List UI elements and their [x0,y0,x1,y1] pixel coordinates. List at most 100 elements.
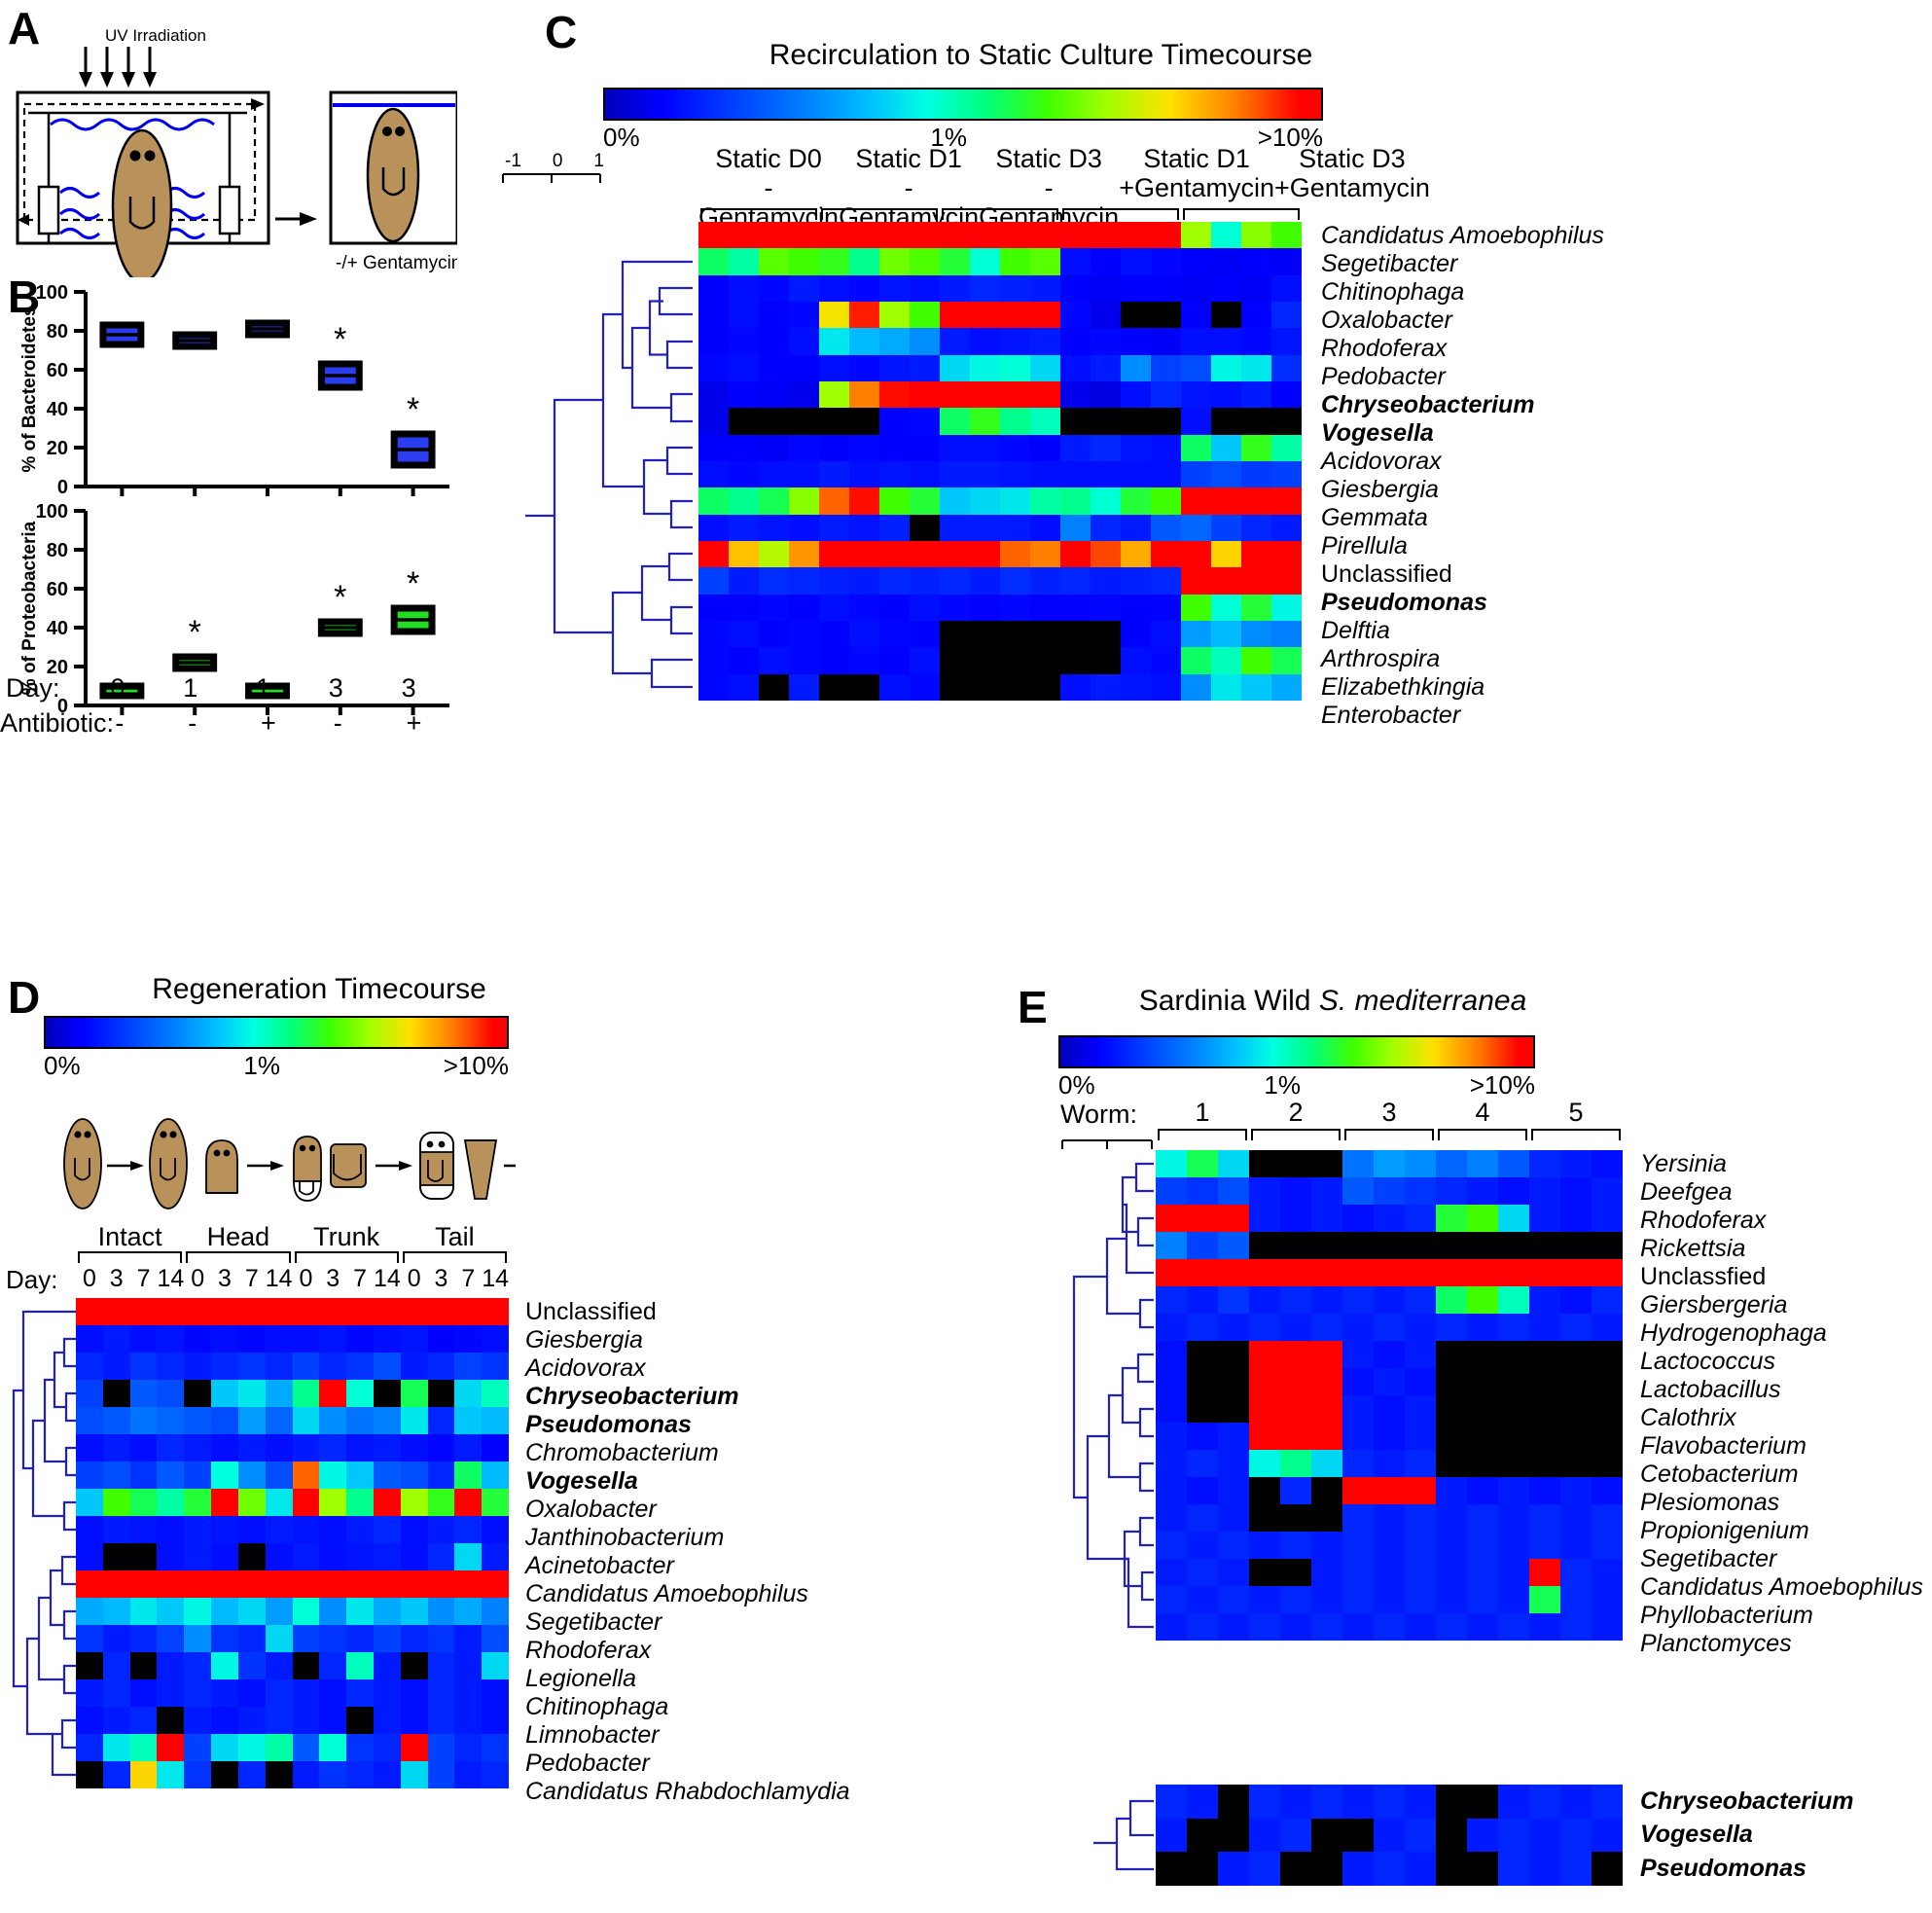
heatmap-cell [102,1707,130,1734]
heatmap-cell [1592,1504,1623,1532]
heatmap-cell [129,1325,158,1353]
heatmap-cell [1000,408,1030,435]
heatmap-cell [1374,1586,1405,1613]
heatmap-cell [1241,248,1271,275]
heatmap-cell [1181,621,1211,648]
heatmap-cell [292,1489,320,1516]
heatmap-cell [1181,302,1211,329]
heatmap-cell [1405,1150,1436,1177]
heatmap-cell [373,1734,401,1761]
heatmap-cell [789,673,819,701]
heatmap-cell [1151,434,1181,461]
heatmap-cell [1280,1205,1311,1232]
heatmap-cell [1091,567,1121,595]
heatmap-cell [1498,1341,1529,1368]
heatmap-cell [1342,1785,1374,1819]
heatmap-cell [102,1325,130,1353]
heatmap-cell [1271,381,1302,409]
heatmap-cell [1405,1559,1436,1586]
heatmap-cell [940,514,970,541]
heatmap-cell [265,1434,293,1462]
column-group-label: Static D3 +Gentamycin [1274,144,1430,203]
heatmap-cell [1091,302,1121,329]
heatmap-cell [729,408,759,435]
heatmap-cell [482,1353,509,1380]
heatmap-cell [1280,1586,1311,1613]
heatmap-cell [729,328,759,355]
heatmap-cell [1030,541,1060,568]
heatmap-cell [940,274,970,302]
heatmap-cell [1187,1450,1218,1477]
heatmap-cell [1241,647,1271,674]
heatmap-cell [211,1462,238,1489]
heatmap-cell [1030,647,1060,674]
heatmap-cell [157,1679,185,1707]
heatmap-cell [940,487,970,515]
heatmap-cell [849,354,879,381]
svg-text:*: * [189,614,201,651]
heatmap-cell [482,1598,509,1625]
heatmap-cell [1218,1586,1249,1613]
heatmap-cell [1156,1395,1187,1423]
heatmap-cell [1091,222,1121,249]
heatmap-cell [849,248,879,275]
heatmap-cell [1030,461,1060,488]
heatmap-cell [346,1353,374,1380]
heatmap-cell [1187,1423,1218,1450]
heatmap-cell [1187,1586,1218,1613]
heatmap-cell [292,1679,320,1707]
heatmap-cell [1529,1177,1560,1205]
heatmap-cell [454,1679,483,1707]
heatmap-cell [1280,1559,1311,1586]
heatmap-cell [1529,1852,1560,1886]
heatmap-cell [1156,1259,1187,1286]
heatmap-cell [373,1543,401,1570]
heatmap-cell [1187,1314,1218,1341]
heatmap-cell [698,222,729,249]
heatmap-cell [940,461,970,488]
heatmap-cell [184,1570,212,1598]
heatmap-cell [1211,594,1241,621]
heatmap-cell [76,1598,103,1625]
heatmap-cell [1249,1232,1280,1259]
heatmap-cell [1467,1395,1498,1423]
heatmap-cell [102,1298,130,1325]
heatmap-cell [1374,1613,1405,1641]
heatmap-cell [1280,1450,1311,1477]
heatmap-cell [1311,1504,1342,1532]
heatmap-cell [400,1516,428,1543]
panel-e-row-labels: Yersinia Deefgea Rhodoferax Rickettsia Uncla… [1630,1150,1923,1657]
column-group-label: Tail [435,1222,475,1251]
heatmap-cell [76,1652,103,1679]
heatmap-cell [1249,1450,1280,1477]
row-label: Oxalobacter [1321,307,1452,334]
heatmap-cell [157,1298,185,1325]
heatmap-cell [940,381,970,409]
heatmap-cell [910,621,940,648]
dendro-tick-1: 1 [593,151,604,171]
heatmap-cell [1030,567,1060,595]
heatmap-cell [1151,594,1181,621]
heatmap-cell [1151,274,1181,302]
heatmap-cell [819,487,849,515]
row-label: Candidatus Amoebophilus [525,1580,808,1607]
heatmap-cell [346,1489,374,1516]
heatmap-cell [319,1407,347,1434]
panel-d-heatmap [76,1298,509,1788]
row-label: Hydrogenophaga [1640,1319,1827,1347]
row-label: Acidovorax [525,1354,646,1382]
heatmap-cell [157,1625,185,1652]
row-label: Arthrospira [1321,645,1441,672]
heatmap-cell [1498,1286,1529,1314]
heatmap-cell [1436,1785,1467,1819]
heatmap-cell [1374,1341,1405,1368]
panel-e-heatmap [1156,1150,1623,1641]
heatmap-cell [346,1462,374,1489]
heatmap-cell [1280,1259,1311,1286]
heatmap-cell [1181,461,1211,488]
heatmap-cell [1000,567,1030,595]
heatmap-cell [1374,1232,1405,1259]
heatmap-cell [1091,673,1121,701]
heatmap-cell [1151,354,1181,381]
heatmap-cell [211,1707,238,1734]
